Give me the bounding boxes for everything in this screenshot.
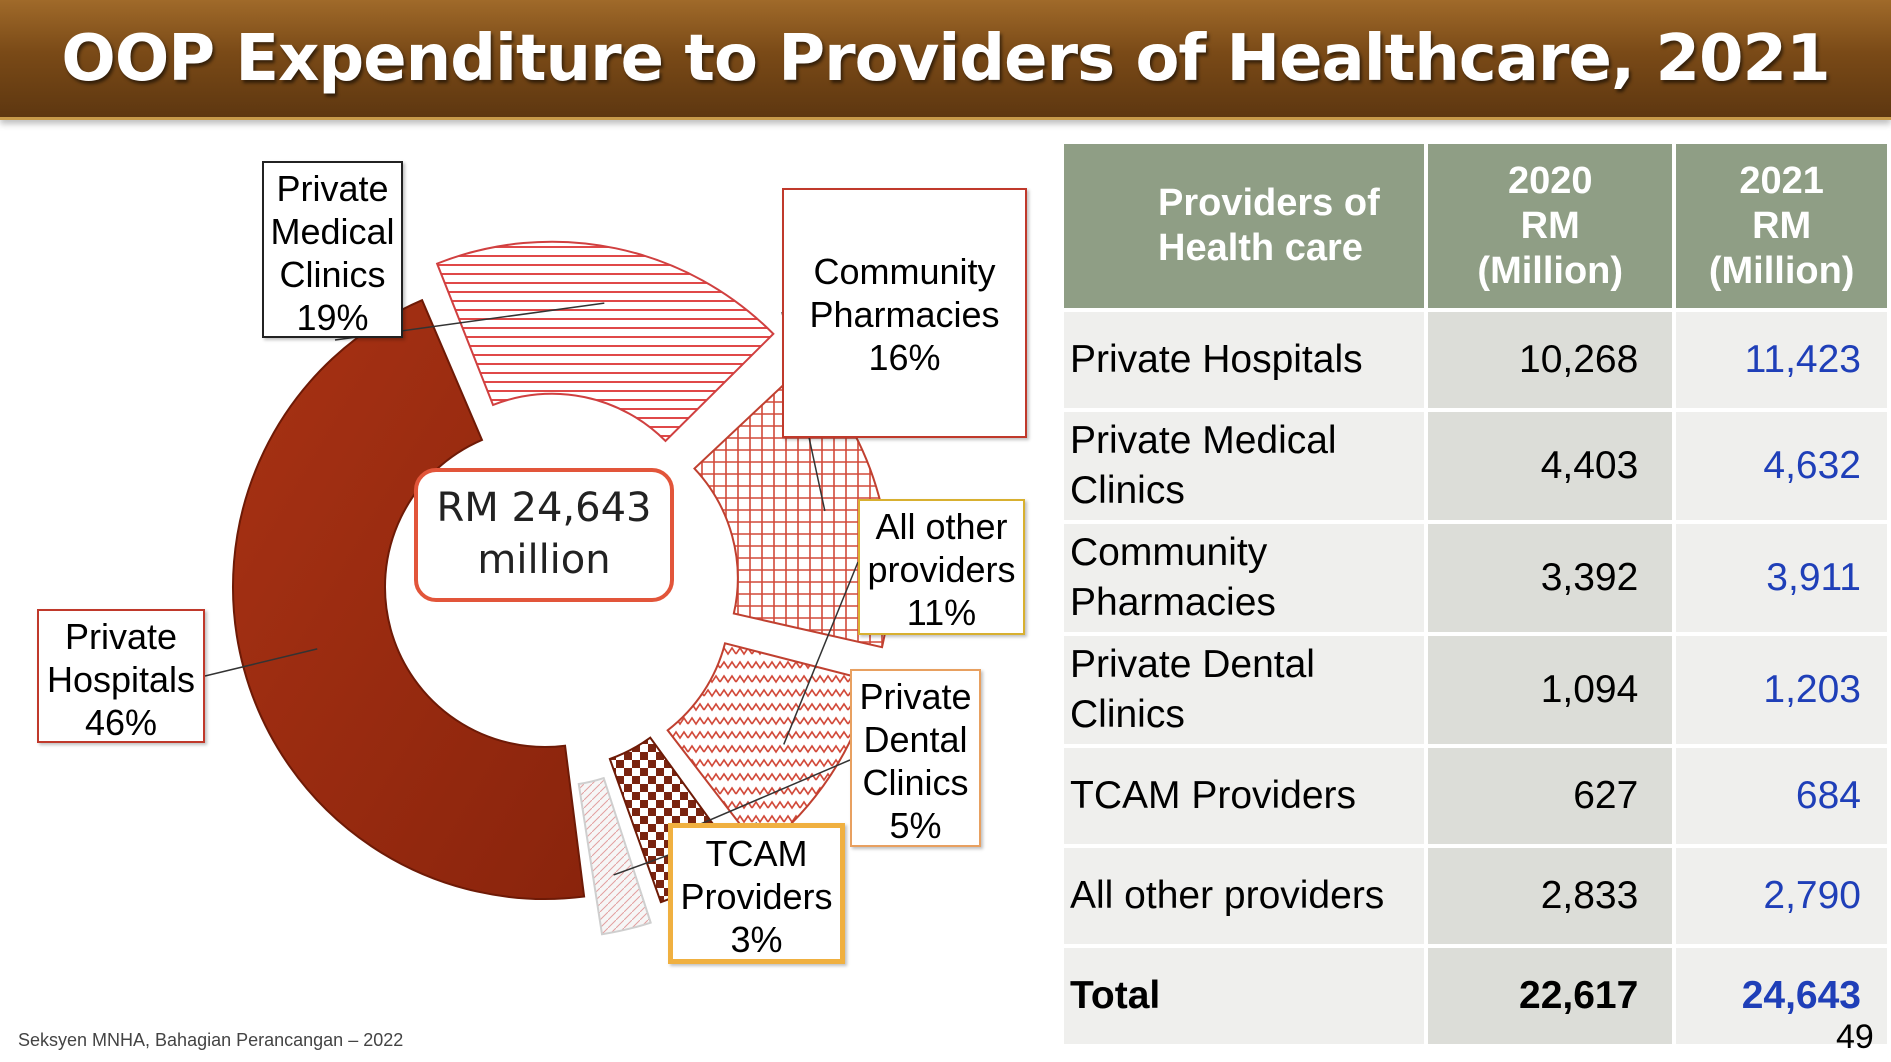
slice-label-line: 11% <box>906 592 977 633</box>
table-row: Community Pharmacies 3,392 3,911 <box>1064 524 1887 632</box>
row-value-2020: 627 <box>1428 748 1673 844</box>
row-provider-name: All other providers <box>1064 848 1425 944</box>
row-value-2020: 3,392 <box>1428 524 1673 632</box>
center-total-line2: million <box>477 537 611 583</box>
slice-label-line: Private <box>64 616 178 657</box>
table-row: Private Dental Clinics 1,094 1,203 <box>1064 636 1887 744</box>
header-2020-line: (Million) <box>1477 249 1624 292</box>
row-value-2021: 1,203 <box>1676 636 1887 744</box>
header-2020: 2020 RM (Million) <box>1428 144 1673 308</box>
row-value-2020: 2,833 <box>1428 848 1673 944</box>
slice-label-line: Providers <box>680 876 833 917</box>
table-header-row: Providers of Health care 2020 RM (Millio… <box>1064 144 1887 308</box>
slice-label-line: Dental <box>863 719 968 760</box>
slice-label-tcam-providers: TCAM Providers 3% <box>668 823 845 964</box>
slice-label-line: Community <box>813 251 996 292</box>
title-bar <box>0 0 1891 120</box>
row-value-2021: 3,911 <box>1676 524 1887 632</box>
slice-label-line: Medical <box>270 211 395 252</box>
header-2021: 2021 RM (Million) <box>1676 144 1887 308</box>
header-2021-line: 2021 <box>1739 159 1824 202</box>
slice-label-line: providers <box>867 549 1016 590</box>
donut-slice-tcam-providers <box>577 776 652 936</box>
slice-label-private-medical-clinics: Private Medical Clinics 19% <box>262 161 403 338</box>
slice-label-line: 3% <box>730 919 783 960</box>
slice-label-line: Clinics <box>862 762 969 803</box>
leader-line <box>204 648 318 677</box>
header-2021-line: RM <box>1752 204 1812 247</box>
total-label: Total <box>1064 948 1425 1044</box>
slice-label-line: Private <box>276 168 389 209</box>
header-2021-line: (Million) <box>1708 249 1855 292</box>
header-2020-line: 2020 <box>1507 159 1593 202</box>
row-value-2021: 4,632 <box>1676 412 1887 520</box>
donut-slice-private-medical-clinics <box>435 240 775 443</box>
row-provider-name: Private Dental Clinics <box>1064 636 1425 744</box>
page-title: OOP Expenditure to Providers of Healthca… <box>61 21 1830 96</box>
header-provider-line: Providers of <box>1158 182 1380 224</box>
slice-label-line: TCAM <box>705 833 808 874</box>
source-note: Seksyen MNHA, Bahagian Perancangan – 202… <box>18 1030 404 1050</box>
leader-line <box>675 759 851 836</box>
slice-label-line: Clinics <box>279 254 386 295</box>
center-total-label: RM 24,643 million <box>414 468 674 602</box>
slice-label-line: 46% <box>84 702 158 743</box>
row-value-2020: 1,094 <box>1428 636 1673 744</box>
table-row: Private Hospitals 10,268 11,423 <box>1064 312 1887 408</box>
row-provider-name: TCAM Providers <box>1064 748 1425 844</box>
slice-label-private-dental-clinics: Private Dental Clinics 5% <box>850 669 981 847</box>
header-provider: Providers of Health care <box>1064 144 1425 308</box>
row-value-2020: 4,403 <box>1428 412 1673 520</box>
table-row: TCAM Providers 627 684 <box>1064 748 1887 844</box>
row-provider-name: Private Hospitals <box>1064 312 1425 408</box>
leader-line <box>783 561 859 745</box>
header-provider-line: Health care <box>1158 227 1363 269</box>
slice-label-line: Pharmacies <box>809 294 1000 335</box>
row-provider-name: Private Medical Clinics <box>1064 412 1425 520</box>
center-total-line1: RM 24,643 <box>436 485 652 531</box>
table-total-row: Total 22,617 24,643 <box>1064 948 1887 1044</box>
row-value-2021: 2,790 <box>1676 848 1887 944</box>
row-value-2020: 10,268 <box>1428 312 1673 408</box>
slice-label-line: Hospitals <box>46 659 196 700</box>
slice-label-line: 16% <box>868 337 941 378</box>
slice-label-line: 19% <box>296 297 369 338</box>
providers-table: Providers of Health care 2020 RM (Millio… <box>1060 140 1891 1048</box>
total-value-2021: 24,643 <box>1676 948 1887 1044</box>
slice-label-all-other-providers: All other providers 11% <box>858 499 1025 635</box>
slice-label-line: All other <box>875 506 1008 547</box>
table-row: All other providers 2,833 2,790 <box>1064 848 1887 944</box>
donut-slice-private-hospitals <box>232 298 586 900</box>
row-value-2021: 684 <box>1676 748 1887 844</box>
total-value-2020: 22,617 <box>1428 948 1673 1044</box>
slice-label-line: 5% <box>889 805 942 846</box>
slice-label-community-pharmacies: Community Pharmacies 16% <box>782 188 1027 438</box>
row-provider-name: Community Pharmacies <box>1064 524 1425 632</box>
table-row: Private Medical Clinics 4,403 4,632 <box>1064 412 1887 520</box>
slice-label-private-hospitals: Private Hospitals 46% <box>37 609 205 743</box>
header-2020-line: RM <box>1520 204 1580 247</box>
page-number: 49 <box>1836 1018 1874 1056</box>
slice-label-line: Private <box>859 676 972 717</box>
row-value-2021: 11,423 <box>1676 312 1887 408</box>
